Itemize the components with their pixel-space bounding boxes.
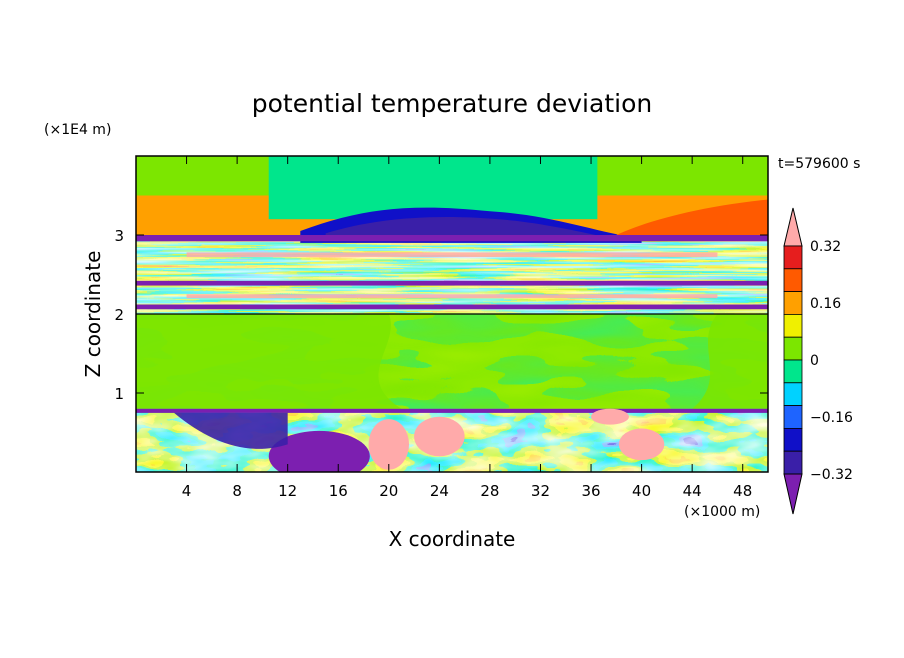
upper-navy-region	[325, 217, 617, 239]
middle-right-region	[692, 314, 768, 409]
colorbar-tick-label: 0	[810, 353, 819, 369]
colorbar-swatch	[783, 382, 803, 406]
x-tick-label: 48	[733, 482, 752, 500]
time-label: t=579600 s	[778, 156, 860, 172]
dark-strip-2	[136, 304, 768, 310]
y-tick-label: 1	[114, 385, 124, 403]
pink-strip-0	[186, 252, 718, 258]
x-axis-title: X coordinate	[389, 527, 516, 551]
middle-left-region	[136, 314, 402, 409]
pink-plume-1	[414, 416, 465, 457]
upper-left-warm	[136, 195, 301, 232]
colorbar-tick-label: 0.16	[810, 296, 841, 312]
upper-right-warm	[616, 199, 768, 235]
colorbar-swatch	[783, 268, 803, 292]
top-left-region	[136, 156, 269, 196]
colorbar-swatch	[783, 291, 803, 315]
y-axis-title: Z coordinate	[81, 251, 105, 378]
x-axis-unit: (×1000 m)	[684, 504, 760, 520]
colorbar-tick-label: −0.16	[810, 410, 853, 426]
x-tick-label: 24	[430, 482, 449, 500]
pink-plume-0	[368, 419, 410, 470]
x-tick-label: 8	[232, 482, 242, 500]
colorbar-swatch	[783, 336, 803, 361]
colorbar-swatch	[783, 359, 803, 384]
x-axis: 4 8 12 16 20 24 28 32 36 40 44 48	[182, 156, 752, 500]
x-tick-label: 36	[581, 482, 600, 500]
colorbar-tick-label: 0.32	[810, 239, 841, 255]
x-tick-label: 32	[531, 482, 550, 500]
dark-strip-3	[136, 408, 768, 413]
x-tick-label: 16	[329, 482, 348, 500]
x-tick-label: 12	[278, 482, 297, 500]
colorbar-tick-label: −0.32	[810, 467, 853, 483]
band-3	[136, 235, 768, 314]
x-tick-label: 44	[683, 482, 702, 500]
colorbar-swatch	[783, 427, 803, 452]
dark-strip-0	[136, 235, 768, 242]
x-tick-label: 20	[379, 482, 398, 500]
y-tick-label: 2	[114, 306, 124, 324]
colorbar-bottom-arrow	[783, 473, 803, 515]
colorbar-swatch	[783, 405, 803, 429]
pink-plume-3	[618, 428, 665, 461]
x-tick-label: 4	[182, 482, 192, 500]
y-axis-unit: (×1E4 m)	[44, 122, 111, 138]
x-tick-label: 40	[632, 482, 651, 500]
top-right-region	[597, 156, 768, 196]
colorbar-swatch	[783, 450, 803, 475]
left-navy-lobe	[173, 412, 288, 449]
heatmap-field	[136, 156, 768, 472]
y-axis: 1 2 3	[114, 227, 768, 403]
pink-plume-2	[591, 408, 629, 425]
colorbar-swatch	[783, 245, 803, 270]
colorbar: 0.32 0.16 0 −0.16 −0.32	[783, 207, 853, 515]
x-tick-label: 28	[480, 482, 499, 500]
dark-strip-1	[136, 280, 768, 286]
colorbar-top-arrow	[783, 207, 803, 247]
chart-title: potential temperature deviation	[252, 89, 652, 118]
y-tick-label: 3	[114, 227, 124, 245]
pink-strip-1	[186, 294, 718, 299]
purple-eddy	[268, 430, 370, 472]
colorbar-swatch	[783, 313, 803, 338]
